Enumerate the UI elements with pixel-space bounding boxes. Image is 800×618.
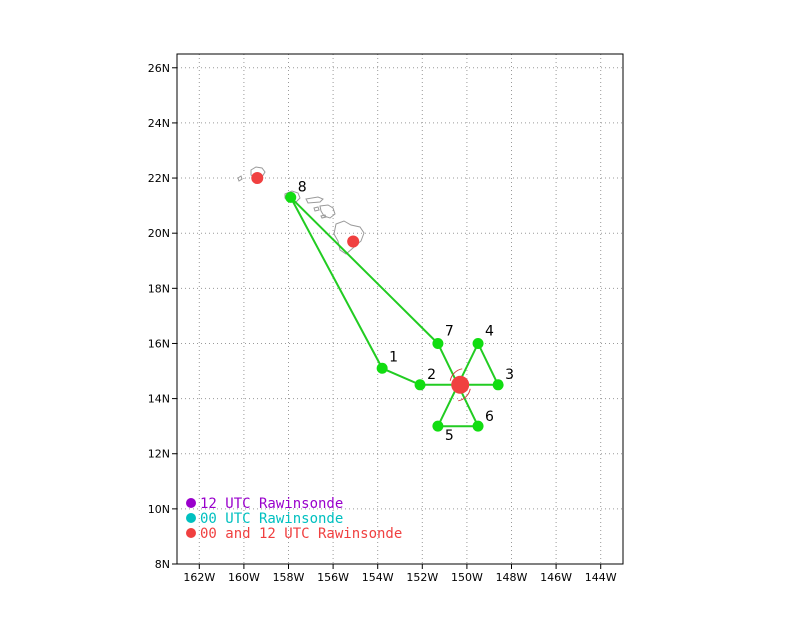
dropsonde-label-8: 8 [298, 179, 307, 195]
flight-track [289, 196, 500, 428]
lat-tick-label: 16N [148, 337, 170, 350]
legend-marker-rawinsonde_both [186, 528, 196, 538]
kauai-outline [250, 166, 266, 179]
lon-tick-label: 156W [317, 571, 349, 584]
lon-tick-label: 150W [451, 571, 483, 584]
rawinsonde-sites [251, 172, 360, 248]
dropsonde-point-6 [472, 420, 484, 432]
storm-spiral-arc-top [449, 368, 463, 381]
lon-tick-label: 152W [406, 571, 438, 584]
flight-track-line [289, 196, 500, 428]
lat-tick-label: 8N [155, 558, 170, 571]
axis-ticks: 162W 160W 158W 156W 154W 152W 150W 148W 146W 144W… [148, 62, 617, 584]
storm-center-symbol [449, 368, 471, 402]
dropsonde-point-8 [285, 191, 297, 203]
rawinsonde-site-marker [251, 172, 264, 185]
kahoolawe-outline [320, 214, 327, 219]
legend-marker-rawinsonde_00 [186, 513, 196, 523]
storm-spiral-arc-bottom [458, 388, 471, 402]
lat-tick-label: 24N [148, 117, 170, 130]
map-frame [176, 53, 624, 565]
legend-label-rawinsonde_00: 00 UTC Rawinsonde [200, 511, 343, 527]
lon-tick-label: 148W [496, 571, 528, 584]
dropsonde-point-4 [472, 337, 484, 349]
lon-tick-label: 160W [228, 571, 260, 584]
dropsonde-label-2: 2 [427, 367, 436, 383]
lon-tick-label: 144W [585, 571, 617, 584]
dropsonde-label-6: 6 [485, 409, 494, 425]
legend-label-rawinsonde_12: 12 UTC Rawinsonde [200, 496, 343, 512]
lat-tick-label: 10N [148, 503, 170, 516]
hawaiian-islands-coastline [237, 166, 365, 255]
dropsonde-point-2 [414, 379, 426, 391]
dropsonde-label-3: 3 [505, 367, 514, 383]
lat-tick-label: 20N [148, 227, 170, 240]
dropsonde-label-5: 5 [445, 428, 454, 444]
dropsonde-label-7: 7 [445, 323, 454, 339]
dropsonde-label-1: 1 [389, 349, 398, 365]
dropsonde-point-3 [492, 379, 504, 391]
dropsonde-point-1 [376, 362, 388, 374]
dropsonde-points: 8 1 2 3 4 5 6 7 [285, 179, 514, 444]
lon-tick-label: 154W [362, 571, 394, 584]
lat-tick-label: 12N [148, 448, 170, 461]
storm-center-marker [451, 375, 470, 394]
legend-label-rawinsonde_both: 00 and 12 UTC Rawinsonde [200, 526, 402, 542]
lat-tick-label: 26N [148, 62, 170, 75]
maui-outline [319, 204, 336, 219]
niihau-outline [237, 175, 243, 182]
legend-marker-rawinsonde_12 [186, 498, 196, 508]
lat-tick-label: 22N [148, 172, 170, 185]
lon-tick-label: 162W [183, 571, 215, 584]
dropsonde-point-7 [432, 337, 444, 349]
molokai-outline [305, 196, 324, 204]
lat-tick-label: 14N [148, 393, 170, 406]
grid-lines [177, 54, 623, 564]
dropsonde-point-5 [432, 420, 444, 432]
lanai-outline [313, 206, 320, 212]
rawinsonde-site-marker [347, 235, 360, 248]
lon-tick-label: 158W [273, 571, 305, 584]
lon-tick-label: 146W [540, 571, 572, 584]
dropsonde-label-4: 4 [485, 323, 494, 339]
lat-tick-label: 18N [148, 282, 170, 295]
